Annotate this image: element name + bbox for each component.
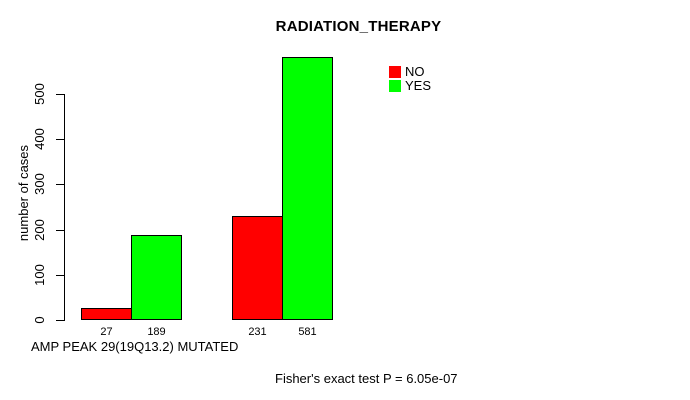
y-axis-tick xyxy=(56,94,64,95)
y-axis-tick xyxy=(56,184,64,185)
legend-label-no: NO xyxy=(405,64,425,79)
bar-value-label: 231 xyxy=(248,326,267,338)
chart-title: RADIATION_THERAPY xyxy=(275,18,442,35)
bar-value-label: 189 xyxy=(147,326,166,338)
legend-item-yes: YES xyxy=(389,79,431,92)
legend-swatch-no xyxy=(389,65,401,78)
y-axis-tick xyxy=(56,320,64,321)
bar-no-group2 xyxy=(232,216,283,320)
y-axis-tick xyxy=(56,230,64,231)
y-axis-line xyxy=(64,94,65,321)
bar-yes-group2 xyxy=(282,57,333,320)
y-axis-tick xyxy=(56,139,64,140)
legend-label-yes: YES xyxy=(405,78,432,93)
bar-yes-group1 xyxy=(131,235,182,320)
bar-no-group1 xyxy=(81,308,132,320)
y-axis-title: number of cases xyxy=(16,144,31,242)
bar-value-label: 581 xyxy=(298,326,317,338)
legend-item-no: NO xyxy=(389,65,431,78)
bar-value-label: 27 xyxy=(100,326,113,338)
fisher-test-annotation: Fisher's exact test P = 6.05e-07 xyxy=(275,371,458,386)
legend: NO YES xyxy=(389,65,431,93)
y-axis-tick-label: 500 xyxy=(32,83,47,105)
legend-swatch-yes xyxy=(389,79,401,92)
x-axis-title: AMP PEAK 29(19Q13.2) MUTATED xyxy=(31,339,239,354)
y-axis-tick xyxy=(56,275,64,276)
